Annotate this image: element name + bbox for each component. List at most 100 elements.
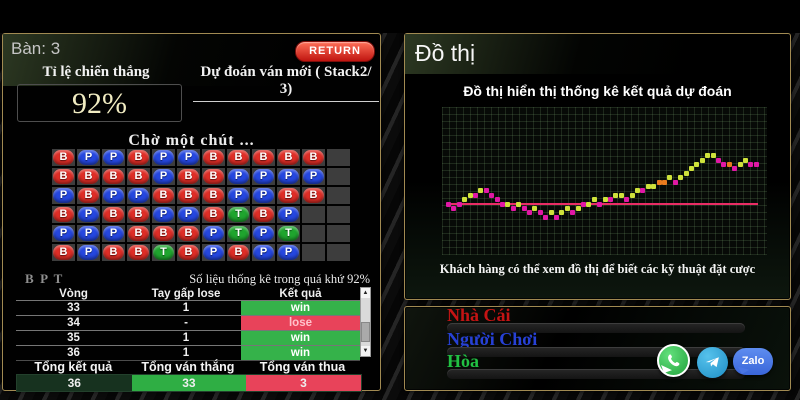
chart-point [721,161,727,167]
summary-header: Tổng kết quả [34,360,113,374]
board-cell: T [227,206,250,223]
token-P: P [253,245,274,260]
round-cell: 35 [67,332,80,344]
board-cell: P [277,244,300,261]
telegram-icon[interactable] [697,347,728,378]
chart-point [451,205,457,211]
bet-bar-player[interactable] [447,347,745,357]
token-T: T [278,226,299,241]
chart-point [613,192,619,198]
summary-header: Tổng ván thua [259,360,346,374]
token-P: P [103,150,124,165]
board-cell: P [52,225,75,242]
token-P: P [278,207,299,222]
token-P: P [103,226,124,241]
board-cell: P [227,187,250,204]
scroll-up-icon[interactable]: ▲ [361,288,370,298]
bet-label-banker: Nhà Cái [447,305,511,325]
fold-cell: 1 [182,347,190,359]
chart-point [478,188,484,194]
prediction-panel: Bàn: 3 RETURN Tỉ lệ chiến thắng Dự đoán … [2,33,381,392]
chart-point [683,170,689,176]
board-cell: B [227,149,250,166]
fold-cell: 1 [182,332,190,344]
board-cell: B [127,168,150,185]
chart-point [651,183,657,189]
token-P: P [178,207,199,222]
chart-point [645,183,651,189]
token-B: B [203,150,224,165]
token-T: T [153,245,174,260]
scrollbar-thumb[interactable] [361,322,370,342]
token-B: B [278,150,299,165]
token-B: B [53,169,74,184]
chart-baseline [448,203,758,205]
chart-point [732,166,738,172]
bet-bar-tie[interactable] [447,369,745,379]
chart-point [737,161,743,167]
board-cell: B [177,168,200,185]
chart-panel-title: Đồ thị [415,40,476,66]
token-B: B [228,245,249,260]
board-cell: B [202,187,225,204]
board-cell: P [302,168,325,185]
token-B: B [53,207,74,222]
scrollbar-track[interactable] [361,298,370,346]
token-P: P [78,207,99,222]
top-black-bar [0,0,800,33]
token-T: T [228,207,249,222]
whatsapp-icon[interactable] [657,344,690,377]
token-P: P [53,188,74,203]
zalo-icon[interactable]: Zalo [733,348,773,375]
result-cell: win [241,346,360,360]
token-B: B [103,207,124,222]
board-cell: T [227,225,250,242]
board-cell: B [277,149,300,166]
table-row: 35 1 win [16,330,360,345]
chart-point [667,175,673,181]
token-T: T [228,226,249,241]
chart-panel: Đồ thị Đồ thị hiển thị thống kê kết quả … [404,33,791,300]
chart-point [489,192,495,198]
table-row: 36 1 win [16,345,360,361]
chart-point [694,161,700,167]
chart-point [753,161,759,167]
token-B: B [203,188,224,203]
token-B: B [253,207,274,222]
chart-point [743,157,748,163]
token-B: B [253,150,274,165]
board-cell: P [102,225,125,242]
chart-point [564,205,570,211]
token-P: P [303,169,324,184]
board-cell: B [177,187,200,204]
board-cell: P [77,149,100,166]
token-B: B [178,169,199,184]
result-cell: win [241,331,360,345]
token-P: P [253,226,274,241]
table-scrollbar[interactable]: ▲ ▼ [360,287,371,357]
board-cell: B [127,244,150,261]
chart-plot [442,107,767,255]
token-B: B [78,169,99,184]
chart-point [699,157,705,163]
summary-value: 3 [246,375,361,391]
chart-point [483,188,489,194]
prediction-tab[interactable]: Dự đoán ván mới ( Stack2/ 3) [193,64,379,102]
board-cell [302,206,325,223]
token-B: B [103,169,124,184]
bet-label-tie: Hòa [447,351,480,371]
chart-point [537,210,543,216]
round-cell: 34 [67,317,80,329]
chart-point [521,205,527,211]
chart-point [456,201,462,207]
board-cell: P [102,149,125,166]
token-B: B [128,226,149,241]
chart-point [678,175,684,181]
table-row: 33 1 win [16,300,360,315]
board-cell: B [52,149,75,166]
return-button[interactable]: RETURN [295,41,375,62]
board-cell [327,168,350,185]
chart-point [689,166,694,172]
bet-bar-banker[interactable] [447,323,745,333]
scroll-down-icon[interactable]: ▼ [361,346,370,356]
